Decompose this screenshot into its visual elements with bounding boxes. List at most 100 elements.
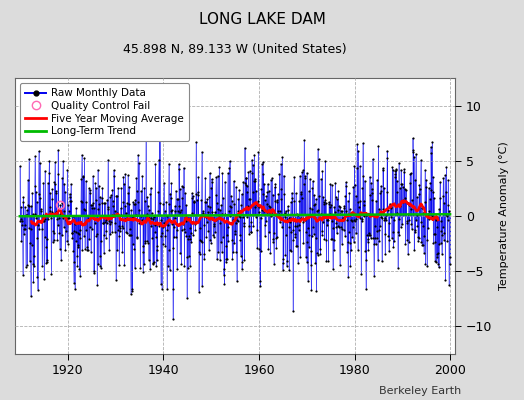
Point (365, 230, 373, 236)
Point (40, 276, 48, 282)
Point (218, 170, 226, 176)
Point (309, 178, 317, 184)
Point (432, 259, 440, 265)
Point (288, 190, 296, 196)
Point (99, 220, 107, 226)
Point (351, 218, 359, 225)
Point (272, 234, 281, 240)
Point (376, 190, 385, 196)
Point (172, 227, 181, 233)
Point (161, 218, 170, 225)
Point (78, 199, 86, 205)
Point (221, 210, 230, 217)
Point (385, 220, 394, 226)
Point (29, 279, 38, 285)
Point (359, 213, 368, 220)
Point (318, 228, 326, 234)
Point (244, 203, 252, 209)
Point (125, 201, 133, 208)
Point (163, 285, 171, 292)
Point (24, 202, 32, 208)
Point (237, 191, 246, 197)
Point (368, 156, 377, 162)
Point (189, 193, 197, 199)
Point (314, 252, 323, 258)
Point (390, 217, 398, 224)
Point (188, 195, 196, 201)
Point (280, 172, 288, 179)
Point (276, 219, 284, 226)
Point (442, 211, 450, 217)
Point (286, 219, 294, 225)
Point (77, 176, 85, 183)
Point (117, 212, 125, 218)
Point (116, 228, 124, 234)
Point (240, 257, 248, 263)
Point (313, 146, 322, 152)
Point (107, 192, 115, 198)
Point (89, 200, 97, 206)
Point (228, 256, 236, 262)
Point (403, 251, 412, 258)
Point (434, 264, 443, 271)
Point (284, 207, 292, 213)
Point (312, 235, 320, 241)
Point (395, 160, 403, 166)
Point (229, 249, 237, 255)
Point (89, 173, 97, 180)
Point (294, 227, 303, 233)
Point (303, 278, 312, 284)
Point (398, 180, 406, 187)
Point (366, 232, 375, 238)
Point (174, 166, 183, 173)
Point (335, 261, 344, 268)
Point (35, 226, 43, 232)
Point (226, 204, 235, 210)
Point (398, 221, 407, 228)
Point (259, 171, 268, 178)
Point (238, 259, 246, 266)
Point (156, 133, 164, 139)
Point (203, 219, 211, 225)
Point (108, 186, 116, 193)
Point (103, 220, 111, 226)
Point (45, 212, 53, 219)
Point (76, 235, 84, 241)
Point (205, 170, 214, 176)
Point (414, 238, 422, 244)
Point (378, 165, 387, 172)
Point (69, 248, 78, 254)
Point (343, 198, 352, 204)
Point (213, 256, 221, 262)
Point (94, 182, 103, 189)
Point (76, 273, 84, 279)
Point (181, 218, 190, 224)
Point (342, 182, 350, 189)
Point (283, 203, 292, 209)
Point (323, 217, 332, 224)
Point (130, 265, 139, 271)
Point (342, 208, 351, 214)
Point (336, 208, 345, 214)
Point (23, 212, 31, 218)
Point (310, 231, 318, 237)
Point (330, 236, 338, 243)
Point (137, 188, 145, 194)
Point (37, 206, 45, 212)
Point (94, 206, 103, 212)
Point (372, 212, 380, 219)
Point (378, 258, 386, 265)
Point (124, 190, 133, 196)
Point (31, 153, 39, 160)
Point (173, 266, 181, 272)
Point (116, 225, 125, 232)
Point (278, 266, 287, 273)
Point (270, 230, 278, 236)
Point (92, 185, 101, 191)
Point (204, 247, 213, 253)
Point (373, 235, 381, 242)
Point (158, 230, 166, 236)
Point (42, 259, 51, 266)
Point (243, 189, 252, 195)
Point (193, 219, 201, 226)
